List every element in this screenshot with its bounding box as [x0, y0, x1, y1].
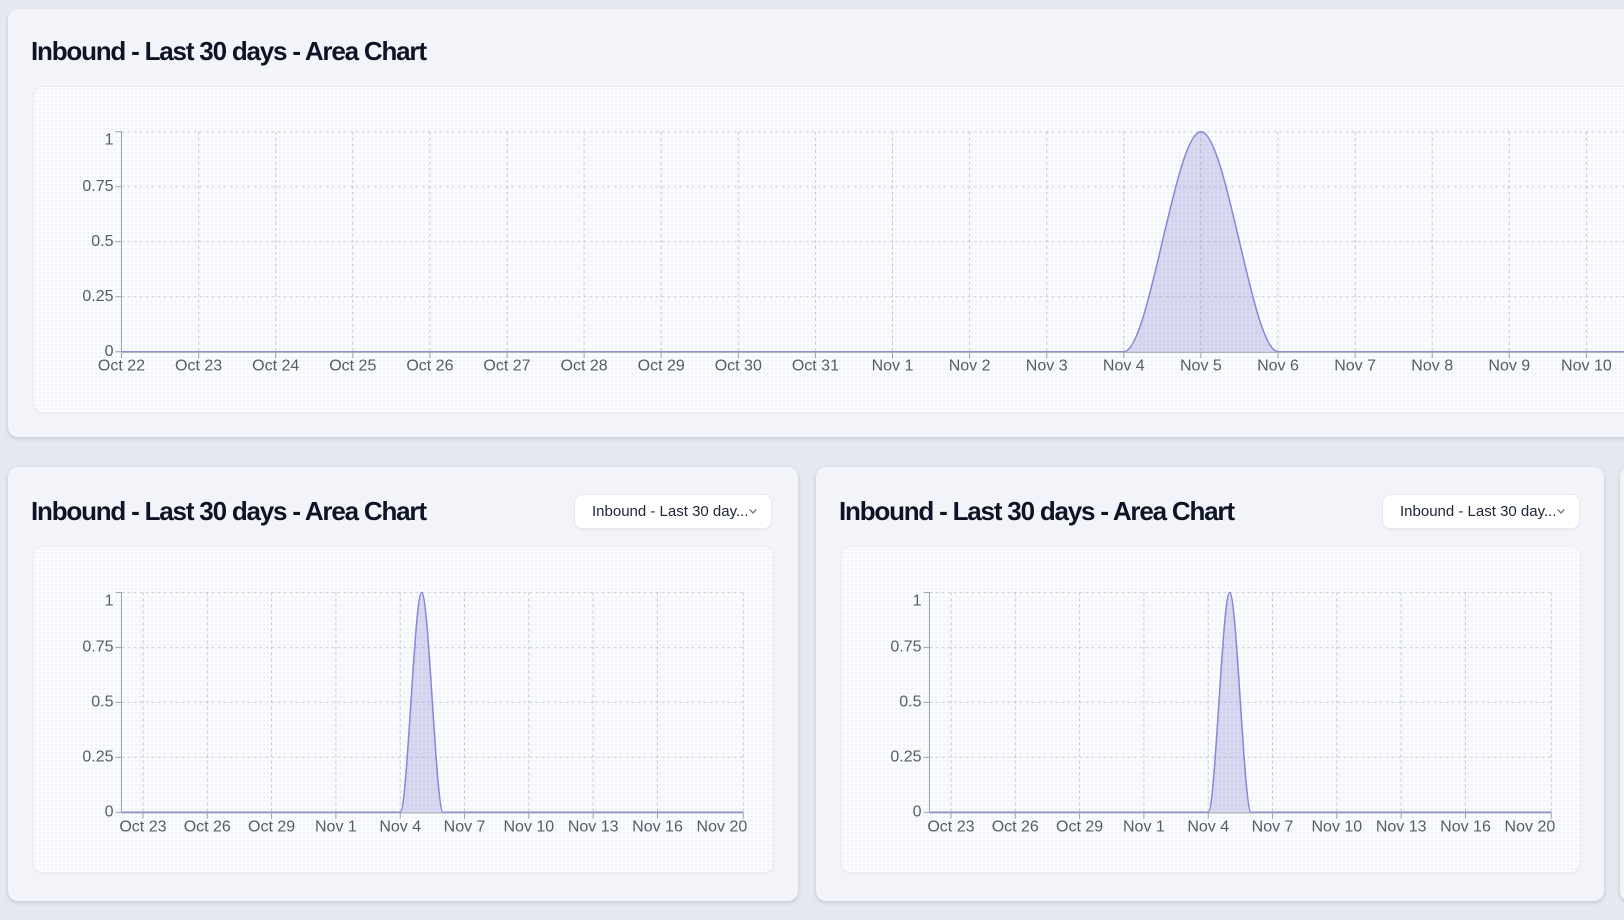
svg-text:Nov 13: Nov 13	[1376, 818, 1427, 835]
svg-text:Oct 29: Oct 29	[638, 358, 685, 375]
svg-text:Oct 23: Oct 23	[175, 358, 222, 375]
svg-text:Oct 26: Oct 26	[992, 818, 1039, 835]
svg-text:Oct 25: Oct 25	[329, 358, 376, 375]
svg-text:Nov 4: Nov 4	[1187, 818, 1229, 835]
svg-text:Nov 8: Nov 8	[1411, 358, 1453, 375]
svg-text:Oct 23: Oct 23	[119, 818, 166, 835]
svg-text:Oct 31: Oct 31	[792, 358, 839, 375]
svg-text:0: 0	[913, 804, 922, 821]
svg-text:Oct 23: Oct 23	[927, 818, 974, 835]
svg-text:Nov 1: Nov 1	[315, 818, 357, 835]
svg-text:Nov 7: Nov 7	[444, 818, 486, 835]
svg-text:0: 0	[105, 804, 114, 821]
svg-text:Oct 22: Oct 22	[98, 358, 145, 375]
svg-text:Nov 6: Nov 6	[1257, 358, 1299, 375]
svg-text:Oct 29: Oct 29	[1056, 818, 1103, 835]
svg-text:Oct 28: Oct 28	[561, 358, 608, 375]
svg-text:0.5: 0.5	[91, 694, 113, 711]
svg-text:Nov 4: Nov 4	[1103, 358, 1145, 375]
svg-text:0.75: 0.75	[82, 178, 113, 195]
svg-text:Nov 7: Nov 7	[1252, 818, 1294, 835]
svg-text:Nov 10: Nov 10	[1312, 818, 1363, 835]
svg-text:0.75: 0.75	[82, 639, 113, 656]
svg-text:Oct 27: Oct 27	[483, 358, 530, 375]
svg-text:Nov 20: Nov 20	[697, 818, 748, 835]
svg-text:Nov 2: Nov 2	[949, 358, 991, 375]
svg-text:Oct 26: Oct 26	[406, 358, 453, 375]
svg-text:0.25: 0.25	[890, 749, 921, 766]
svg-text:Nov 20: Nov 20	[1505, 818, 1556, 835]
svg-text:Nov 10: Nov 10	[504, 818, 555, 835]
svg-text:Nov 1: Nov 1	[872, 358, 914, 375]
svg-text:1: 1	[913, 592, 922, 609]
svg-text:0.5: 0.5	[91, 233, 113, 250]
svg-text:0.75: 0.75	[890, 639, 921, 656]
svg-text:Oct 30: Oct 30	[715, 358, 762, 375]
svg-text:Nov 4: Nov 4	[379, 818, 421, 835]
svg-text:Oct 29: Oct 29	[248, 818, 295, 835]
svg-text:0.25: 0.25	[82, 288, 113, 305]
svg-text:Nov 16: Nov 16	[1440, 818, 1491, 835]
svg-text:Nov 16: Nov 16	[632, 818, 683, 835]
svg-text:Nov 5: Nov 5	[1180, 358, 1222, 375]
svg-text:0.25: 0.25	[82, 749, 113, 766]
svg-text:1: 1	[105, 592, 114, 609]
svg-text:Oct 24: Oct 24	[252, 358, 299, 375]
svg-text:Nov 9: Nov 9	[1488, 358, 1530, 375]
svg-text:Nov 1: Nov 1	[1123, 818, 1165, 835]
svg-text:Nov 13: Nov 13	[568, 818, 619, 835]
svg-text:0: 0	[105, 343, 114, 360]
svg-text:Nov 10: Nov 10	[1561, 358, 1612, 375]
svg-text:1: 1	[105, 132, 114, 149]
svg-text:0.5: 0.5	[899, 694, 921, 711]
svg-text:Oct 26: Oct 26	[184, 818, 231, 835]
svg-text:Nov 3: Nov 3	[1026, 358, 1068, 375]
svg-text:Nov 7: Nov 7	[1334, 358, 1376, 375]
